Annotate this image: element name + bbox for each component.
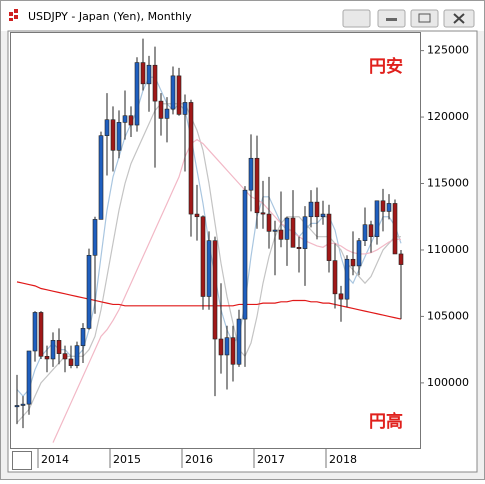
moving-average-line: [16, 103, 401, 424]
candle-body: [134, 62, 140, 126]
candle-body: [320, 213, 326, 218]
candle-body: [338, 293, 344, 300]
candle-body: [170, 75, 176, 110]
candle-body: [296, 247, 302, 249]
maximize-icon: [418, 13, 431, 23]
candle-body: [302, 216, 308, 249]
candle-body: [200, 216, 206, 297]
candle-body: [332, 260, 338, 295]
candle-body: [380, 200, 386, 212]
x-tick-label: 2016: [185, 453, 213, 466]
candle-body: [224, 337, 230, 356]
candle-body: [182, 102, 188, 115]
close-icon: [453, 13, 465, 24]
candle-body: [188, 102, 194, 215]
annotation: 円高: [369, 411, 403, 432]
candle-body: [248, 157, 254, 191]
candle-body: [260, 212, 266, 215]
y-tick-label: 105000: [427, 309, 469, 322]
link-button[interactable]: [342, 9, 371, 28]
maximize-button[interactable]: [410, 9, 439, 28]
candle-body: [272, 229, 278, 232]
candle-body: [176, 75, 182, 115]
candle-body: [290, 217, 296, 248]
candle-body: [86, 254, 92, 329]
candle-body: [26, 350, 32, 405]
candle-body: [14, 405, 20, 408]
moving-average-line: [52, 138, 401, 443]
candle-body: [104, 119, 110, 136]
candle-body: [212, 240, 218, 340]
candle-body: [56, 340, 62, 354]
app-icon: [9, 9, 18, 21]
y-tick-label: 100000: [427, 376, 469, 389]
candle-body: [20, 403, 26, 406]
candle-body: [68, 358, 74, 366]
annotation: 円安: [369, 56, 403, 77]
candle-body: [218, 338, 224, 356]
y-tick-label: 115000: [427, 177, 469, 190]
candle-body: [80, 328, 86, 346]
candle-body: [62, 353, 68, 360]
candle-body: [128, 115, 134, 126]
candle-body: [308, 201, 314, 218]
candle-body: [242, 189, 248, 320]
candle-body: [206, 240, 212, 297]
candle-body: [236, 318, 242, 365]
candle-body: [194, 213, 200, 218]
candle-body: [74, 345, 80, 366]
candle-body: [386, 203, 392, 212]
y-tick-label: 125000: [427, 44, 469, 57]
candle-body: [230, 337, 236, 365]
candle-body: [98, 135, 104, 220]
candle-body: [254, 157, 260, 214]
candle-body: [350, 258, 356, 267]
candle-body: [356, 240, 362, 267]
candle-body: [158, 100, 164, 119]
candle-body: [32, 312, 38, 352]
corner-box: [12, 451, 32, 470]
candle-body: [362, 224, 368, 241]
y-tick-label: 110000: [427, 243, 469, 256]
window-title: USDJPY - Japan (Yen), Monthly: [28, 10, 192, 23]
candle-body: [398, 253, 404, 265]
candle-body: [266, 213, 272, 232]
candle-body: [140, 62, 146, 85]
candle-body: [110, 119, 116, 151]
candle-body: [314, 201, 320, 218]
candle-body: [392, 203, 398, 255]
candle-body: [344, 258, 350, 300]
candle-body: [92, 219, 98, 256]
candle-body: [44, 355, 50, 360]
y-tick-label: 120000: [427, 110, 469, 123]
candle-body: [284, 217, 290, 240]
candle-body: [164, 108, 170, 119]
minimize-icon: [386, 18, 397, 21]
candle-body: [50, 340, 56, 360]
x-tick-label: 2017: [257, 453, 285, 466]
candle-body: [122, 115, 128, 123]
candle-body: [38, 312, 44, 357]
candle-body: [152, 64, 158, 102]
candle-body: [326, 213, 332, 261]
candle-body: [146, 64, 152, 85]
x-tick-label: 2015: [113, 453, 141, 466]
x-tick-label: 2018: [329, 453, 357, 466]
candle-body: [278, 229, 284, 240]
x-tick-label: 2014: [41, 453, 69, 466]
candle-body: [368, 224, 374, 237]
candle-body: [374, 200, 380, 237]
candle-body: [116, 122, 122, 151]
